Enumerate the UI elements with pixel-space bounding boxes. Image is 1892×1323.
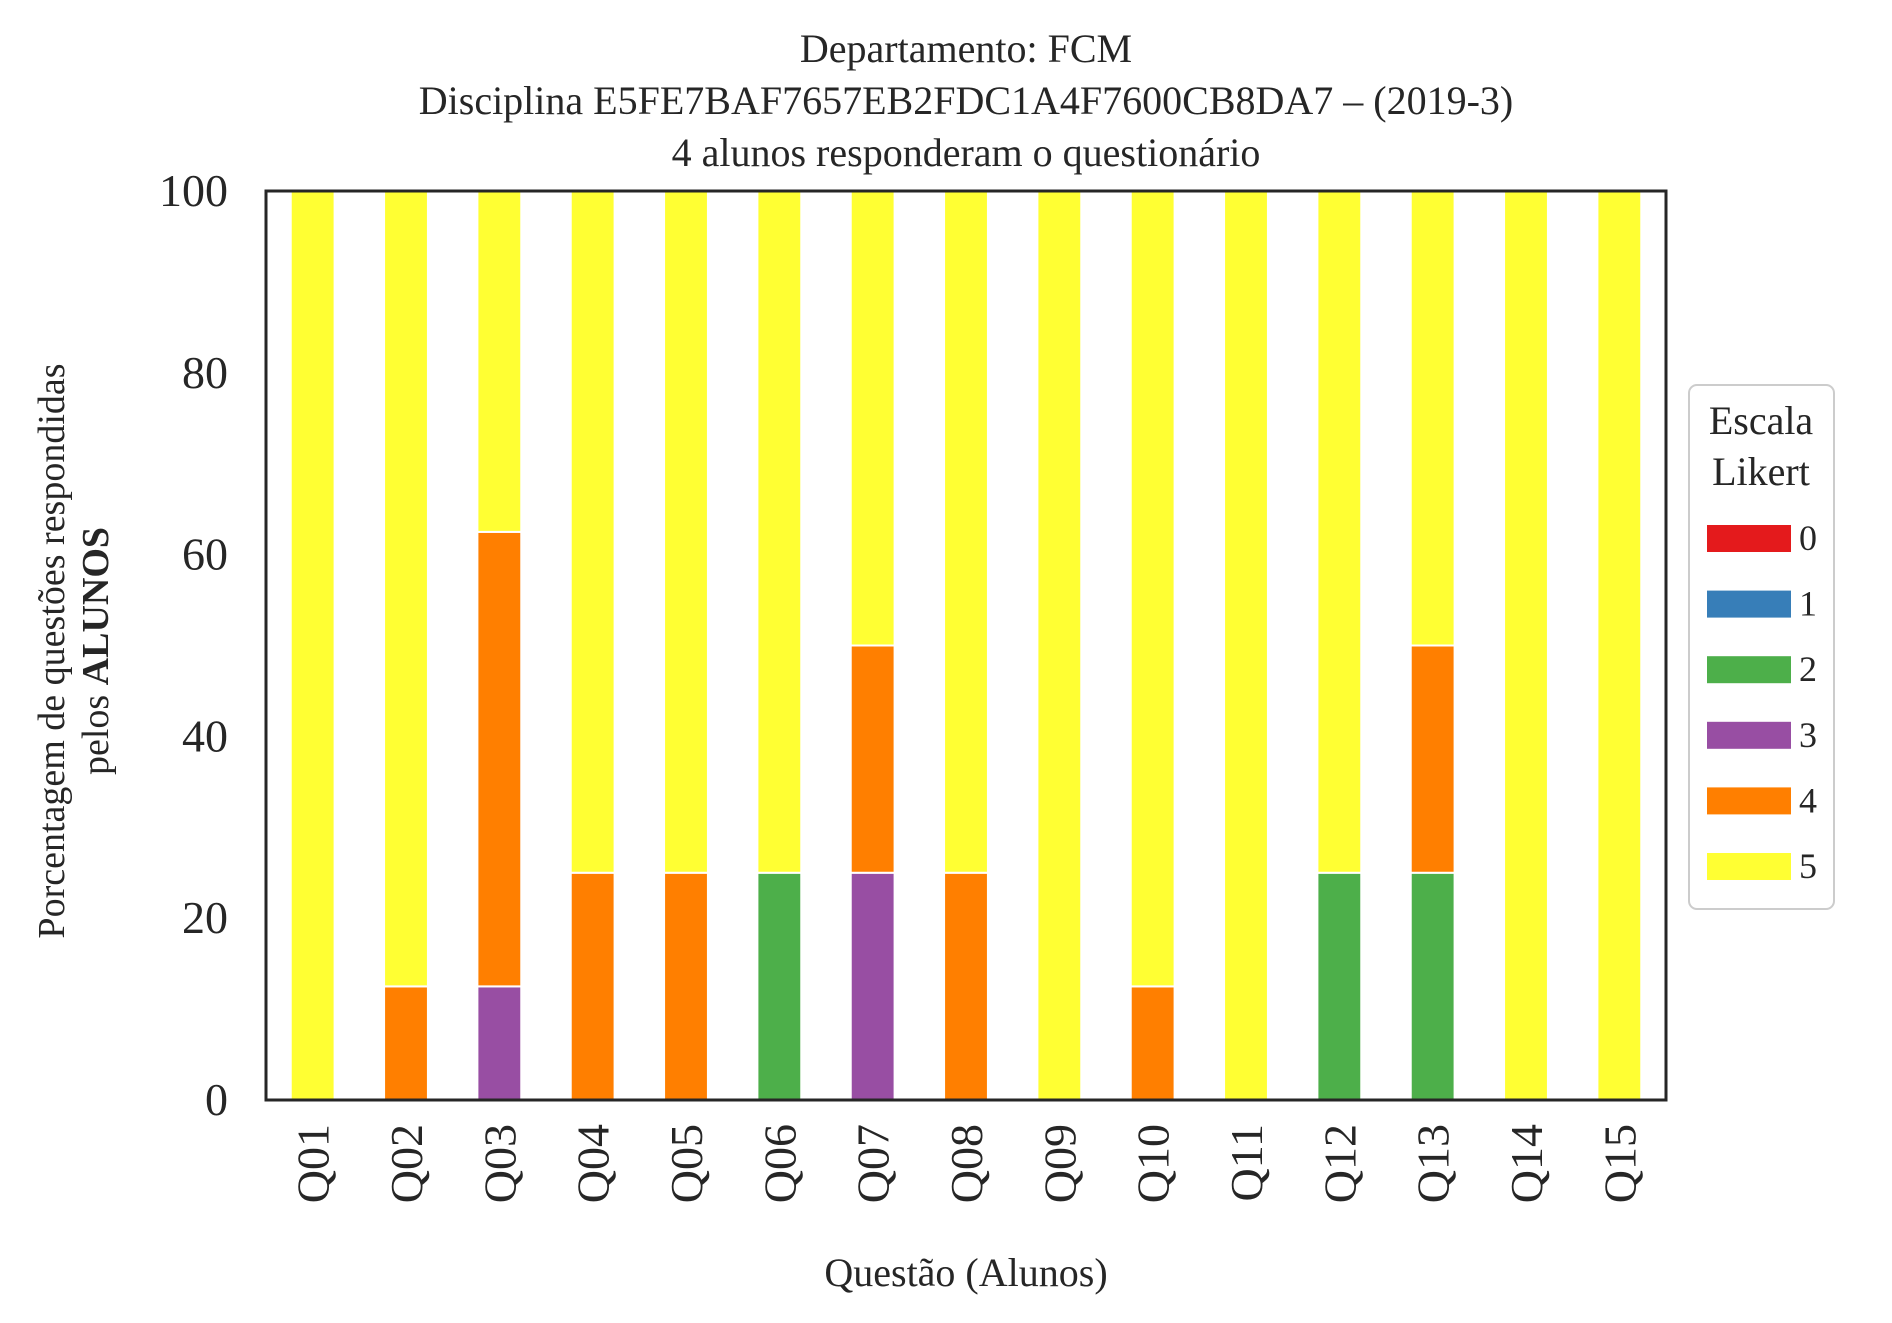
bar-Q13-likert-4	[1409, 644, 1456, 874]
x-axis-label: Questão (Alunos)	[824, 1250, 1107, 1295]
bar-Q03-likert-4	[476, 530, 523, 988]
legend-swatch-1	[1707, 590, 1791, 618]
legend-label-1: 1	[1799, 584, 1817, 624]
bar-Q08-likert-5	[943, 190, 989, 874]
x-tick-label-Q08: Q08	[941, 1124, 992, 1203]
x-tick-label-Q11: Q11	[1221, 1124, 1272, 1202]
y-axis-label-line-2: pelos ALUNOS	[75, 527, 117, 775]
bar-Q07-likert-3	[849, 871, 896, 1101]
x-tick-label-Q02: Q02	[381, 1124, 432, 1203]
bar-Q05-likert-4	[663, 871, 709, 1101]
bar-Q03-likert-3	[476, 985, 523, 1101]
bar-Q12-likert-2	[1316, 871, 1363, 1101]
legend: Escala Likert 0 1 2 3 4 5	[1688, 384, 1835, 910]
y-tick-label-40: 40	[182, 710, 228, 761]
y-tick-label-20: 20	[182, 892, 228, 943]
plot-frame	[264, 189, 1668, 1102]
x-tick-label-Q05: Q05	[661, 1124, 712, 1203]
y-axis-label-line-1: Porcentagem de questões respondidas	[31, 363, 73, 938]
legend-swatch-0	[1707, 525, 1791, 552]
y-axis-label-bold: ALUNOS	[75, 527, 117, 685]
legend-swatch-5	[1707, 853, 1791, 880]
bar-Q05-likert-5	[663, 190, 709, 874]
y-tick-label-100: 100	[159, 165, 228, 216]
legend-swatch-4	[1707, 787, 1791, 815]
bar-Q13-likert-5	[1409, 190, 1456, 647]
y-axis-label: Porcentagem de questões respondidas pelo…	[31, 363, 117, 938]
bar-Q04-likert-5	[569, 190, 616, 874]
legend-label-2: 2	[1799, 649, 1817, 689]
legend-label-3: 3	[1799, 715, 1817, 755]
bar-Q12-likert-5	[1316, 190, 1363, 874]
y-ticks-group: 0 20 40 60 80 100	[159, 165, 228, 1125]
bar-Q01-likert-5	[289, 190, 336, 1101]
bar-Q10-likert-5	[1129, 190, 1176, 988]
bar-Q02-likert-4	[383, 985, 429, 1101]
title-line-2: Disciplina E5FE7BAF7657EB2FDC1A4F7600CB8…	[419, 78, 1514, 123]
x-tick-label-Q13: Q13	[1408, 1124, 1459, 1203]
x-tick-label-Q09: Q09	[1034, 1124, 1085, 1203]
legend-label-4: 4	[1799, 780, 1817, 820]
chart-title: Departamento: FCM Disciplina E5FE7BAF765…	[419, 26, 1514, 175]
x-tick-label-Q04: Q04	[568, 1124, 619, 1203]
legend-box	[1688, 384, 1835, 910]
x-tick-label-Q06: Q06	[754, 1124, 805, 1203]
bar-Q13-likert-2	[1409, 871, 1456, 1101]
legend-label-5: 5	[1799, 846, 1817, 886]
legend-title-line-1: Escala	[1709, 398, 1814, 443]
x-tick-label-Q10: Q10	[1128, 1124, 1179, 1203]
bar-Q06-likert-5	[756, 190, 803, 874]
x-tick-label-Q01: Q01	[288, 1124, 339, 1203]
bar-Q06-likert-2	[756, 871, 803, 1101]
x-tick-label-Q14: Q14	[1501, 1124, 1552, 1203]
bar-Q10-likert-4	[1129, 985, 1176, 1101]
x-tick-label-Q12: Q12	[1314, 1124, 1365, 1203]
bar-Q07-likert-4	[849, 644, 896, 874]
legend-title-line-2: Likert	[1712, 449, 1810, 494]
legend-items: 0 1 2 3 4 5	[1707, 518, 1817, 886]
bar-Q11-likert-5	[1223, 190, 1269, 1101]
title-line-1: Departamento: FCM	[800, 26, 1132, 71]
bar-Q07-likert-5	[849, 190, 896, 647]
bar-Q09-likert-5	[1036, 190, 1083, 1101]
legend-label-0: 0	[1799, 518, 1817, 558]
bar-Q14-likert-5	[1503, 190, 1549, 1101]
bar-Q02-likert-5	[383, 190, 429, 988]
y-axis-label-prefix: pelos	[75, 685, 117, 775]
legend-swatch-2	[1707, 656, 1791, 684]
x-tick-label-Q03: Q03	[474, 1124, 525, 1203]
bar-Q03-likert-5	[476, 190, 523, 533]
bar-Q08-likert-4	[943, 871, 989, 1101]
bars-group	[289, 190, 1643, 1101]
x-ticks-group: Q01 Q02 Q03 Q04 Q05 Q06 Q07 Q08 Q09 Q10 Q11 Q12 Q13 Q…	[288, 1124, 1646, 1203]
title-line-3: 4 alunos responderam o questionário	[672, 130, 1261, 175]
y-tick-label-60: 60	[182, 529, 228, 580]
bar-Q04-likert-4	[569, 871, 616, 1101]
x-tick-label-Q15: Q15	[1594, 1124, 1645, 1203]
y-tick-label-80: 80	[182, 347, 228, 398]
legend-swatch-3	[1707, 721, 1791, 749]
x-tick-label-Q07: Q07	[848, 1124, 899, 1203]
bar-Q15-likert-5	[1596, 190, 1643, 1101]
y-tick-label-0: 0	[205, 1074, 228, 1125]
